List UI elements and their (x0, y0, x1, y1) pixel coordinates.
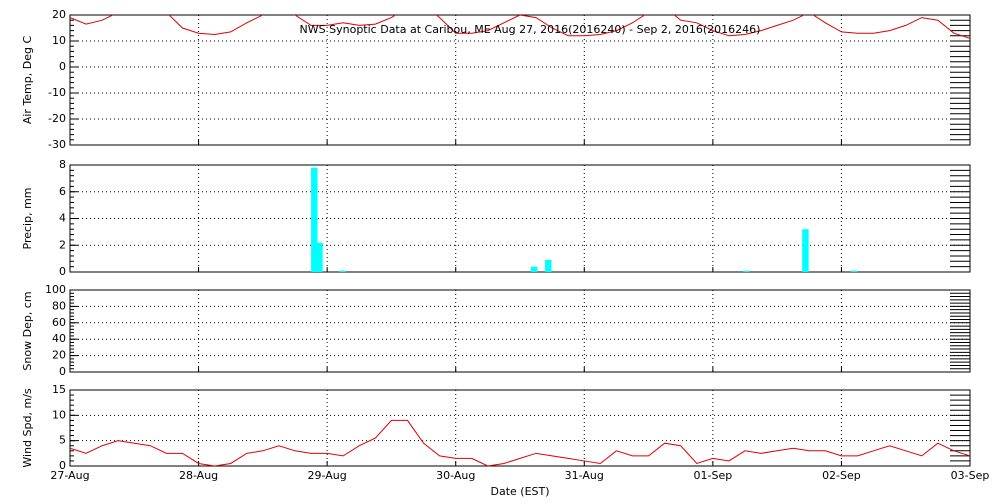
y-tick-label: 8 (59, 158, 66, 171)
y-tick-label: 10 (52, 408, 66, 421)
y-tick-label: -20 (48, 112, 66, 125)
y-axis-label: Wind Spd, m/s (21, 388, 34, 468)
y-axis-label: Air Temp, Deg C (21, 36, 34, 125)
bar (545, 259, 552, 272)
bar (851, 270, 858, 272)
y-tick-label: 0 (59, 265, 66, 278)
x-tick-label: 28-Aug (179, 469, 218, 482)
bar (316, 242, 323, 272)
y-tick-label: 4 (59, 212, 66, 225)
y-tick-label: -10 (48, 86, 66, 99)
chart-title: NWS Synoptic Data at Caribou, ME Aug 27,… (300, 23, 761, 36)
bar (311, 167, 318, 272)
y-tick-label: 20 (52, 8, 66, 21)
plot-area (70, 15, 970, 39)
plot-frame (69, 164, 971, 273)
bar (802, 229, 809, 272)
x-tick-label: 29-Aug (308, 469, 347, 482)
bar (530, 266, 538, 272)
bar (339, 270, 346, 272)
data-line (70, 15, 970, 39)
x-tick-label: 02-Sep (822, 469, 861, 482)
y-tick-label: 15 (52, 383, 66, 396)
y-tick-label: 80 (52, 299, 66, 312)
y-tick-label: 20 (52, 349, 66, 362)
y-tick-label: 60 (52, 316, 66, 329)
y-tick-label: -30 (48, 138, 66, 151)
y-tick-label: 2 (59, 238, 66, 251)
y-tick-label: 0 (59, 60, 66, 73)
y-tick-label: 10 (52, 34, 66, 47)
y-tick-label: 6 (59, 185, 66, 198)
y-axis-label: Precip, mm (21, 188, 34, 250)
data-line (70, 419, 970, 466)
y-tick-label: 5 (59, 434, 66, 447)
bar (743, 270, 750, 272)
y-axis-label: Snow Dep, cm (21, 291, 34, 370)
x-tick-label: 30-Aug (436, 469, 475, 482)
x-axis-label: Date (EST) (490, 485, 549, 498)
x-tick-label: 27-Aug (50, 469, 89, 482)
plot-frame (69, 289, 971, 373)
x-tick-label: 03-Sep (951, 469, 990, 482)
y-tick-label: 40 (52, 332, 66, 345)
x-tick-label: 01-Sep (694, 469, 733, 482)
y-tick-label: 0 (59, 365, 66, 378)
y-tick-label: 100 (45, 283, 66, 296)
plot-area (70, 419, 970, 466)
plot-area (311, 167, 858, 272)
y-tick-label: 0 (59, 459, 66, 472)
x-tick-label: 31-Aug (565, 469, 604, 482)
plot-frame (69, 389, 971, 467)
